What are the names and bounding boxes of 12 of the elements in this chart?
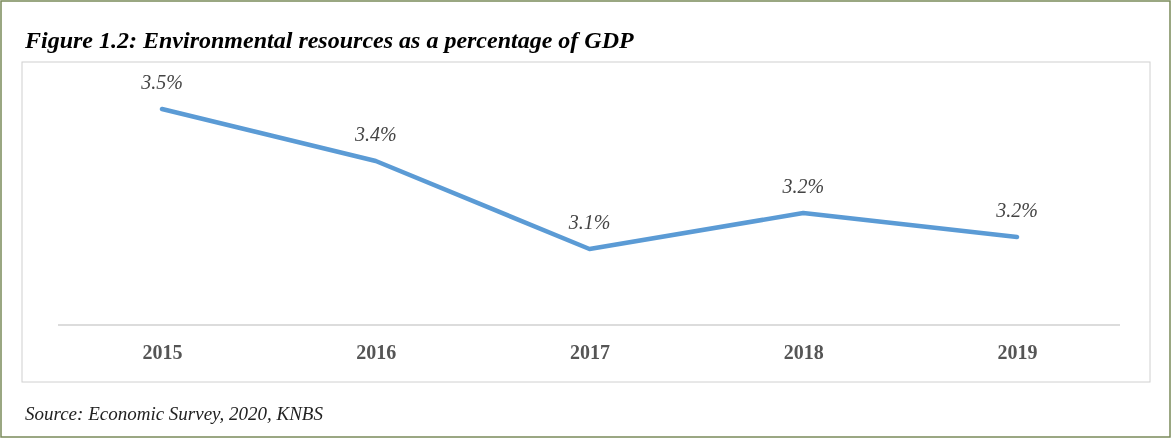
data-label: 3.4% bbox=[353, 123, 397, 145]
data-label: 3.5% bbox=[140, 71, 183, 93]
x-tick-label: 2019 bbox=[997, 341, 1038, 364]
data-label: 3.2% bbox=[781, 175, 825, 197]
data-label: 3.2% bbox=[995, 199, 1038, 221]
x-tick-label: 2015 bbox=[142, 341, 183, 364]
chart-title: Figure 1.2: Environmental resources as a percentage of GDP bbox=[24, 27, 634, 53]
x-tick-label: 2018 bbox=[783, 341, 824, 364]
source-note: Source: Economic Survey, 2020, KNBS bbox=[25, 403, 324, 424]
x-tick-label: 2017 bbox=[570, 341, 610, 364]
data-label: 3.1% bbox=[567, 211, 611, 233]
x-tick-label: 2016 bbox=[356, 341, 397, 364]
